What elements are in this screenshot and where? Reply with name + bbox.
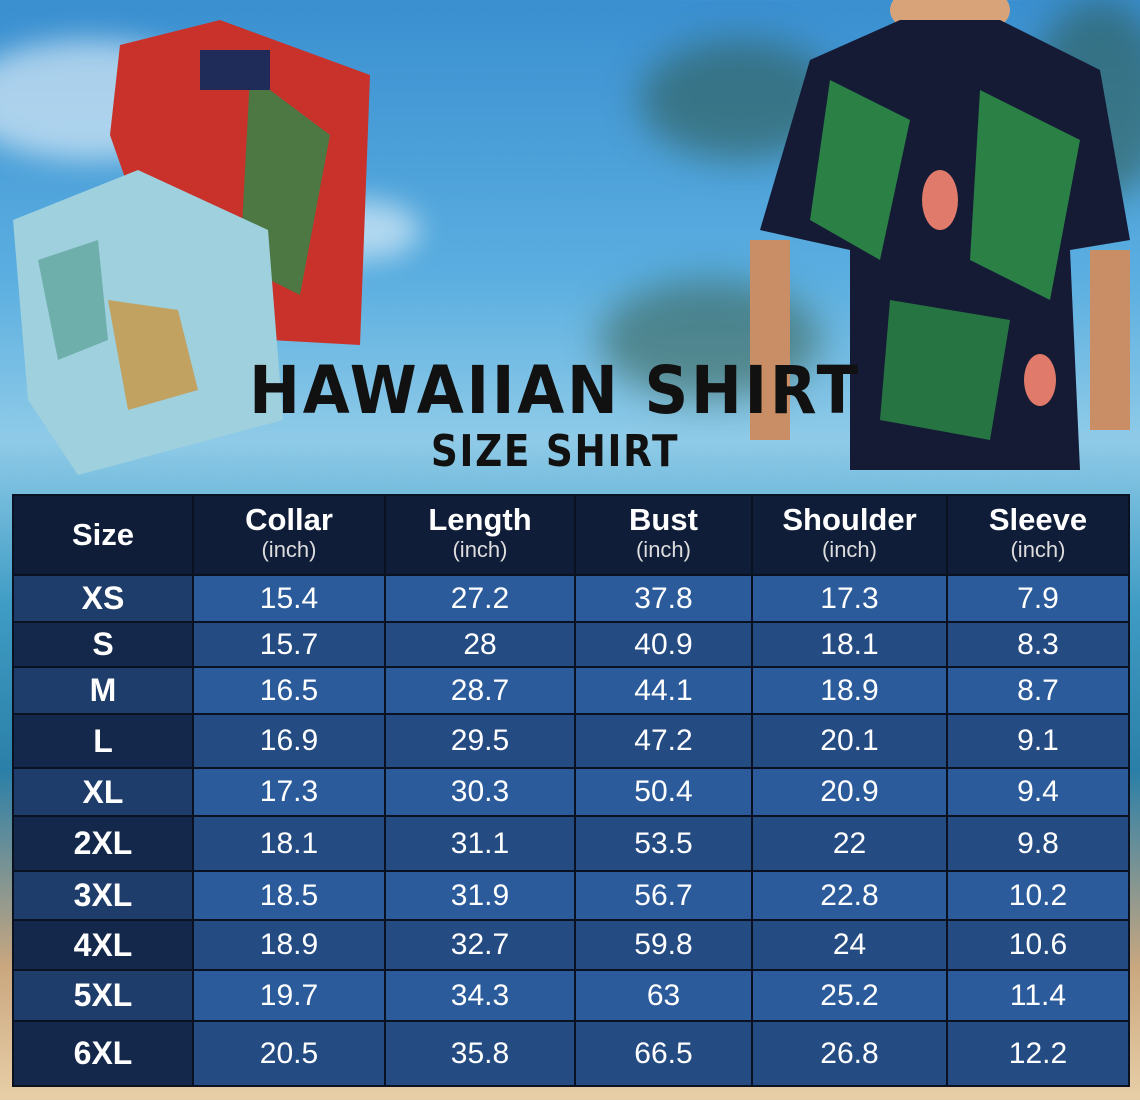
- column-header-label: Bust: [629, 502, 698, 537]
- measurement-cell: 28.7: [384, 666, 576, 715]
- column-header-label: Length: [428, 502, 532, 537]
- size-label: 4XL: [12, 919, 194, 971]
- table-row: 3XL 18.5 31.9 56.7 22.8 10.2: [12, 870, 1130, 921]
- column-header-label: Shoulder: [782, 502, 917, 537]
- table-row: XS 15.4 27.2 37.8 17.3 7.9: [12, 574, 1130, 623]
- table-row: 5XL 19.7 34.3 63 25.2 11.4: [12, 969, 1130, 1022]
- measurement-cell: 40.9: [574, 621, 753, 668]
- size-label: 3XL: [12, 870, 194, 921]
- measurement-cell: 47.2: [574, 713, 753, 769]
- measurement-cell: 44.1: [574, 666, 753, 715]
- size-label: XS: [12, 574, 194, 623]
- measurement-cell: 15.4: [192, 574, 386, 623]
- size-label: L: [12, 713, 194, 769]
- measurement-cell: 9.1: [946, 713, 1130, 769]
- column-header-length: Length (inch): [384, 494, 576, 576]
- size-label: 5XL: [12, 969, 194, 1022]
- measurement-cell: 30.3: [384, 767, 576, 817]
- column-header-label: Sleeve: [988, 502, 1088, 537]
- table-row: 4XL 18.9 32.7 59.8 24 10.6: [12, 919, 1130, 971]
- measurement-cell: 22: [751, 815, 948, 872]
- size-label: 2XL: [12, 815, 194, 872]
- measurement-cell: 10.6: [946, 919, 1130, 971]
- table-header-row: Size Collar (inch) Length (inch) Bust (inch) Sh…: [12, 494, 1130, 576]
- column-header-shoulder: Shoulder (inch): [751, 494, 948, 576]
- measurement-cell: 50.4: [574, 767, 753, 817]
- column-header-unit: (inch): [821, 537, 877, 562]
- table-row: XL 17.3 30.3 50.4 20.9 9.4: [12, 767, 1130, 817]
- measurement-cell: 31.9: [384, 870, 576, 921]
- measurement-cell: 32.7: [384, 919, 576, 971]
- measurement-cell: 18.1: [192, 815, 386, 872]
- measurement-cell: 9.4: [946, 767, 1130, 817]
- table-row: L 16.9 29.5 47.2 20.1 9.1: [12, 713, 1130, 769]
- measurement-cell: 24: [751, 919, 948, 971]
- page-title: HAWAIIAN SHIRT: [249, 352, 861, 429]
- column-header-unit: (inch): [1010, 537, 1066, 562]
- measurement-cell: 18.5: [192, 870, 386, 921]
- size-label: M: [12, 666, 194, 715]
- measurement-cell: 19.7: [192, 969, 386, 1022]
- column-header-size: Size: [12, 494, 194, 576]
- measurement-cell: 20.5: [192, 1020, 386, 1087]
- size-chart-table: Size Collar (inch) Length (inch) Bust (inch) Sh…: [12, 494, 1130, 1087]
- measurement-cell: 15.7: [192, 621, 386, 668]
- column-header-unit: (inch): [452, 537, 508, 562]
- measurement-cell: 7.9: [946, 574, 1130, 623]
- column-header-unit: (inch): [261, 537, 317, 562]
- column-header-bust: Bust (inch): [574, 494, 753, 576]
- column-header-label: Collar: [245, 502, 333, 537]
- measurement-cell: 9.8: [946, 815, 1130, 872]
- measurement-cell: 34.3: [384, 969, 576, 1022]
- measurement-cell: 59.8: [574, 919, 753, 971]
- measurement-cell: 22.8: [751, 870, 948, 921]
- measurement-cell: 29.5: [384, 713, 576, 769]
- measurement-cell: 18.9: [192, 919, 386, 971]
- measurement-cell: 53.5: [574, 815, 753, 872]
- measurement-cell: 25.2: [751, 969, 948, 1022]
- measurement-cell: 26.8: [751, 1020, 948, 1087]
- measurement-cell: 16.5: [192, 666, 386, 715]
- measurement-cell: 10.2: [946, 870, 1130, 921]
- table-row: 6XL 20.5 35.8 66.5 26.8 12.2: [12, 1020, 1130, 1087]
- measurement-cell: 56.7: [574, 870, 753, 921]
- measurement-cell: 31.1: [384, 815, 576, 872]
- measurement-cell: 28: [384, 621, 576, 668]
- measurement-cell: 17.3: [751, 574, 948, 623]
- model-flamingo-shirt-image: [750, 0, 1130, 470]
- measurement-cell: 27.2: [384, 574, 576, 623]
- light-blue-hawaiian-shirt-image: [13, 170, 283, 475]
- column-header-unit: (inch): [635, 537, 691, 562]
- measurement-cell: 20.1: [751, 713, 948, 769]
- measurement-cell: 8.7: [946, 666, 1130, 715]
- size-label: XL: [12, 767, 194, 817]
- table-row: M 16.5 28.7 44.1 18.9 8.7: [12, 666, 1130, 715]
- measurement-cell: 66.5: [574, 1020, 753, 1087]
- column-header-collar: Collar (inch): [192, 494, 386, 576]
- measurement-cell: 20.9: [751, 767, 948, 817]
- measurement-cell: 16.9: [192, 713, 386, 769]
- size-label: 6XL: [12, 1020, 194, 1087]
- measurement-cell: 11.4: [946, 969, 1130, 1022]
- measurement-cell: 63: [574, 969, 753, 1022]
- measurement-cell: 18.1: [751, 621, 948, 668]
- column-header-sleeve: Sleeve (inch): [946, 494, 1130, 576]
- size-label: S: [12, 621, 194, 668]
- measurement-cell: 35.8: [384, 1020, 576, 1087]
- measurement-cell: 18.9: [751, 666, 948, 715]
- measurement-cell: 8.3: [946, 621, 1130, 668]
- measurement-cell: 37.8: [574, 574, 753, 623]
- page-subtitle: SIZE SHIRT: [430, 426, 680, 477]
- table-row: 2XL 18.1 31.1 53.5 22 9.8: [12, 815, 1130, 872]
- measurement-cell: 12.2: [946, 1020, 1130, 1087]
- column-header-label: Size: [71, 517, 135, 552]
- measurement-cell: 17.3: [192, 767, 386, 817]
- table-row: S 15.7 28 40.9 18.1 8.3: [12, 621, 1130, 668]
